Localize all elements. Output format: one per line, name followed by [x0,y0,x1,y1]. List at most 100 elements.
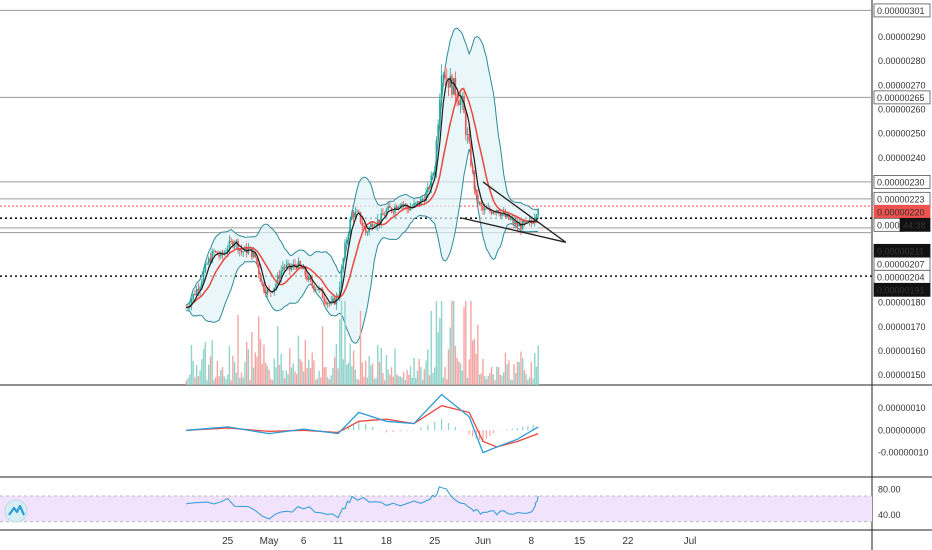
macd-histogram-bar [227,429,229,431]
rsi-line [186,486,539,520]
volume-bar [239,377,241,385]
macd-histogram-bar [378,429,381,431]
macd-histogram-bar [461,430,463,431]
volume-bar [394,348,396,385]
volume-bar [447,349,450,385]
macd-tick-label: 0.00000010 [878,403,926,413]
macd-histogram-bar [485,430,488,439]
volume-bar [368,356,370,385]
volume-bar [277,326,279,385]
candle-body [397,206,400,209]
price-tick-label: 0.00000290 [878,32,926,42]
time-tick-label: 8 [529,536,535,547]
candle-body [406,205,408,209]
tradingview-logo-icon[interactable] [4,499,28,523]
volume-bar [347,362,350,385]
candle-body [473,171,476,190]
volume-bar [478,374,481,385]
volume-bar [535,366,538,385]
candle-body [535,215,538,219]
macd-histogram-bar [489,430,491,436]
candle-body [361,222,364,226]
price-tick-label: 0.00000170 [878,322,926,332]
candle-body [470,141,472,166]
candle-body [439,99,441,125]
macd-histogram-bar [328,430,331,431]
volume-bar [442,377,445,385]
macd-histogram-bar [468,430,470,435]
macd-histogram-bar [420,427,422,431]
candle-body [414,202,417,204]
candle-body [378,219,381,224]
candle-body [449,75,452,88]
volume-bar [290,367,293,385]
volume-bar [496,366,498,385]
price-tag-labels: 0.00000301 0.00000265 0.00000230 0.00000223… [873,3,931,297]
volume-bar [289,348,291,385]
volume-bar [475,353,477,385]
price-tick-label: 0.00000160 [878,346,926,356]
candle-body [202,272,205,282]
volume-bar [339,319,341,385]
volume-bar [492,374,495,385]
candle-body [209,258,212,263]
volume-bar [192,360,194,385]
candle-body [408,208,410,211]
candle-body [264,291,267,295]
time-tick-label: 18 [381,536,393,547]
volume-bar [252,367,255,385]
candle-body [387,205,389,210]
volume-bar [249,380,251,385]
candle-body [483,208,486,211]
volume-bar [261,363,263,385]
volume-bar [461,370,463,385]
volume-bar [301,361,303,385]
macd-histogram-bar [496,430,498,431]
candle-body [190,299,193,306]
candle-body [342,258,345,269]
candle-body [257,264,260,274]
candle-body [440,75,443,100]
volume-bar [516,361,519,385]
candle-body [485,208,488,210]
triangle-trend-line[interactable] [482,181,567,243]
candle-body [451,75,453,95]
moving-averages [186,78,539,309]
volume-bar [409,366,412,385]
volume-bar [377,344,379,385]
candle-body [445,78,448,80]
volume-bar [201,359,203,385]
volume-bar [245,341,248,385]
volume-bar [283,378,286,385]
volume-bar [225,378,227,385]
volume-bar [211,340,213,385]
volume-bar [525,373,527,385]
volume-bar [458,361,460,385]
volume-bar [383,380,386,385]
volume-bar [430,310,432,385]
candle-body [513,218,515,225]
volume-bar [532,378,534,385]
trend-lines[interactable] [462,181,567,243]
candle-body [464,112,467,135]
candle-body [477,194,479,204]
volume-bar [359,310,362,385]
candle-body [427,187,429,193]
volume-bar [299,359,301,385]
volume-bar [361,362,363,385]
candle-body [280,270,282,279]
volume-bar [309,368,312,385]
candle-body [192,293,194,300]
bollinger-lower-line [186,148,539,344]
candle-body [275,283,277,288]
candle-body [323,298,326,302]
candle-body [347,233,350,241]
volume-bar [515,372,517,385]
volume-bar [427,349,429,385]
candle-body [363,225,365,228]
macd-histogram-bar [358,421,360,431]
candle-body [421,198,424,200]
volume-bar [530,362,532,385]
triangle-trend-line[interactable] [462,217,566,243]
